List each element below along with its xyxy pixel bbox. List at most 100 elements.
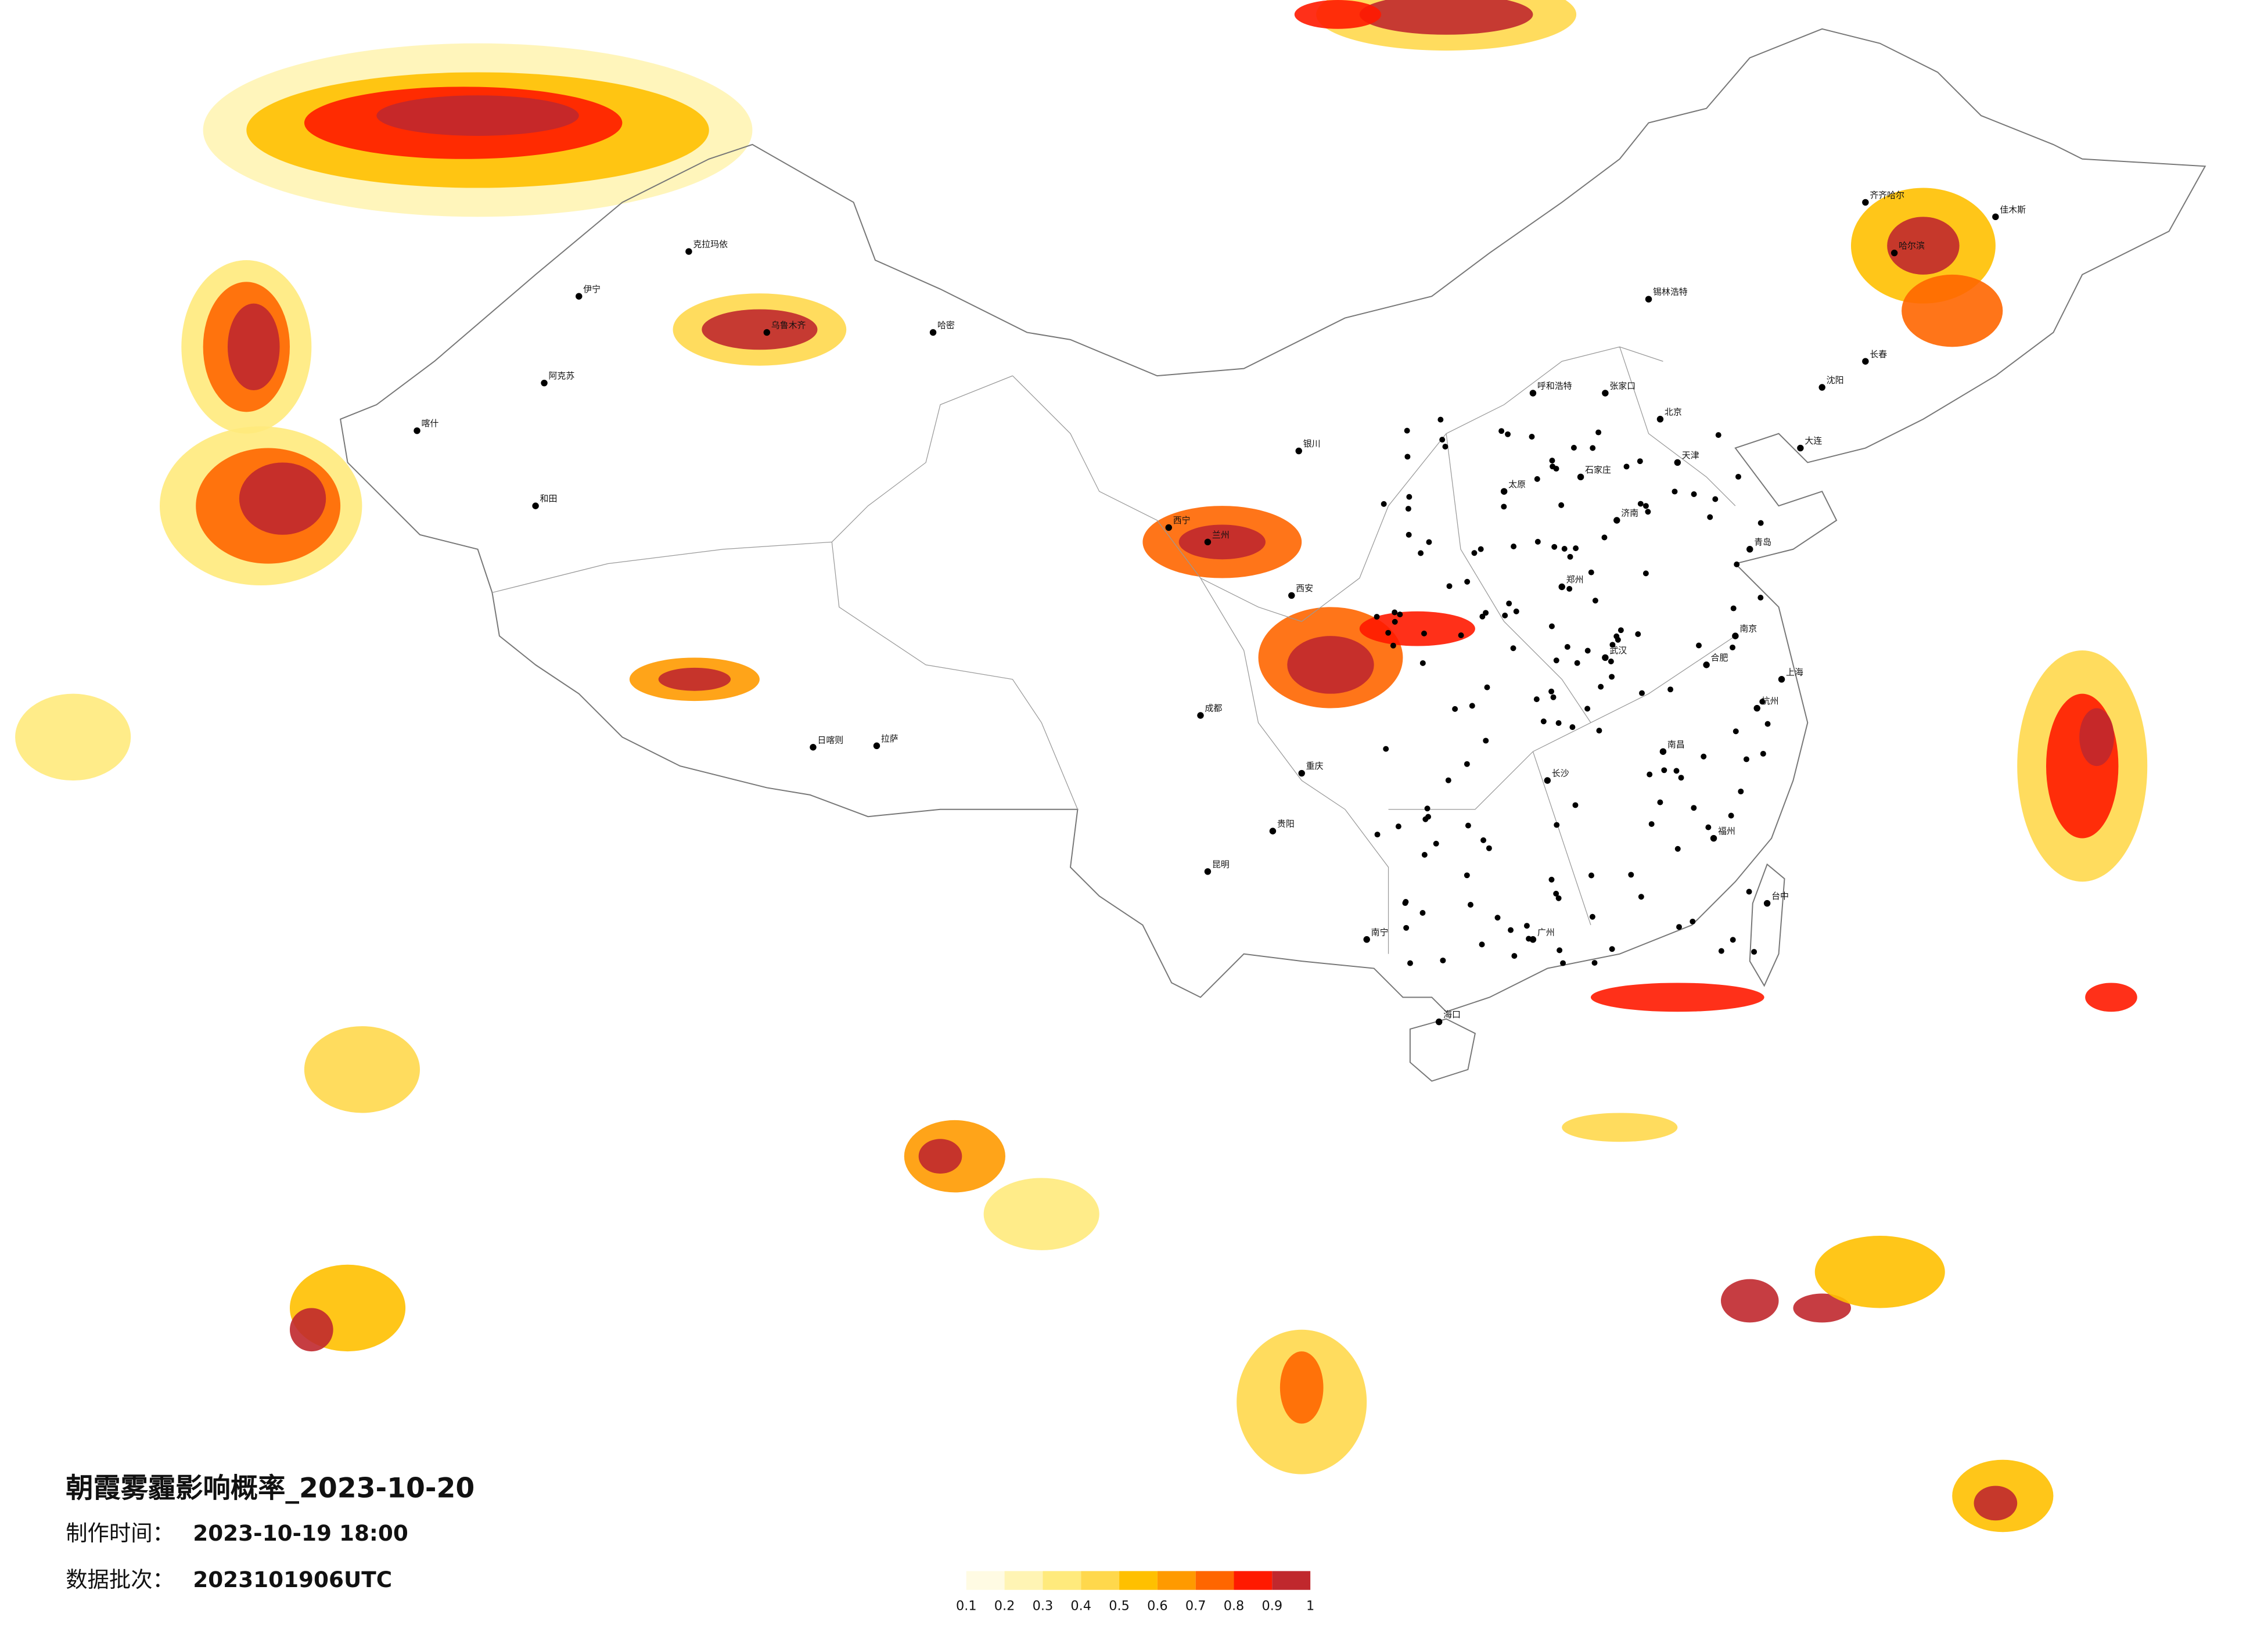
station-dot — [1471, 550, 1478, 556]
city-label: 阿克苏 — [549, 370, 575, 381]
city-dot — [1656, 416, 1664, 423]
station-dot — [1479, 613, 1486, 620]
city-dot — [929, 329, 937, 336]
city-label: 拉萨 — [881, 733, 898, 744]
station-dot — [1406, 531, 1412, 538]
station-dot — [1574, 660, 1580, 666]
station-dot — [1421, 630, 1427, 636]
station-dot — [1564, 643, 1570, 650]
city-label: 青岛 — [1754, 537, 1771, 547]
city-dot — [1703, 661, 1710, 668]
probability-area — [1294, 0, 1382, 29]
city-dot — [1710, 834, 1717, 842]
station-dot — [1480, 837, 1487, 843]
station-dot — [1402, 900, 1408, 906]
city-label: 海口 — [1443, 1009, 1461, 1020]
station-dot — [1419, 910, 1426, 916]
station-dot — [1701, 753, 1707, 760]
station-dot — [1404, 454, 1411, 460]
station-dot — [1730, 644, 1736, 650]
legend-tick-label: 0.1 — [956, 1599, 977, 1614]
station-dot — [1534, 476, 1540, 482]
station-dot — [1505, 431, 1511, 437]
city-label: 南宁 — [1371, 927, 1389, 937]
city-label: 天津 — [1682, 450, 1699, 461]
legend: 0.1 0.2 0.3 0.4 0.5 0.6 0.7 0.8 0.9 1 — [956, 1571, 1314, 1614]
legend-tick-label: 0.6 — [1147, 1599, 1168, 1614]
production-time: 2023-10-19 18:00 — [193, 1520, 408, 1546]
legend-tick-label: 0.5 — [1109, 1599, 1130, 1614]
station-dot — [1553, 890, 1559, 897]
station-dot — [1573, 545, 1579, 552]
station-dot — [1513, 608, 1519, 614]
station-dot — [1433, 840, 1439, 847]
city-dot — [1992, 213, 1999, 221]
station-dot — [1678, 775, 1684, 781]
city-dot — [1746, 546, 1753, 553]
city-dot — [1862, 358, 1869, 365]
city-label: 合肥 — [1711, 652, 1728, 663]
station-dot — [1647, 771, 1653, 778]
probability-area — [1562, 1113, 1678, 1142]
station-dot — [1730, 605, 1737, 611]
station-dot — [1642, 570, 1649, 577]
station-dot — [1718, 948, 1724, 954]
probability-area — [239, 462, 326, 535]
city-label: 石家庄 — [1585, 465, 1611, 475]
station-dot — [1397, 611, 1403, 618]
city-dot — [1763, 900, 1771, 907]
station-dot — [1592, 598, 1598, 604]
station-dot — [1502, 612, 1508, 618]
station-dot — [1406, 494, 1412, 500]
legend-swatch — [1195, 1571, 1234, 1590]
station-dot — [1712, 496, 1719, 502]
city-dot — [1165, 524, 1172, 531]
city-dot — [810, 744, 817, 751]
city-label: 成都 — [1205, 703, 1222, 714]
probability-area — [1902, 274, 2003, 347]
station-dot — [1550, 463, 1556, 470]
city-dot — [1529, 390, 1537, 397]
station-dot — [1696, 642, 1702, 649]
city-label: 乌鲁木齐 — [771, 320, 806, 330]
station-dot — [1551, 544, 1558, 550]
city-dot — [873, 742, 880, 749]
station-dot — [1442, 444, 1448, 450]
station-dot — [1498, 428, 1505, 434]
probability-area — [983, 1178, 1099, 1250]
city-dot — [1613, 517, 1620, 524]
station-dot — [1598, 684, 1604, 690]
station-dot — [1511, 953, 1518, 959]
city-label: 锡林浩特 — [1653, 287, 1688, 297]
city-dot — [1558, 583, 1565, 591]
station-dot — [1452, 706, 1458, 712]
station-dot — [1595, 429, 1602, 436]
station-dot — [1760, 750, 1766, 757]
station-dot — [1418, 550, 1424, 556]
probability-area — [1590, 983, 1764, 1012]
city-label: 哈尔滨 — [1899, 240, 1925, 251]
station-dot — [1715, 432, 1721, 438]
station-dot — [1735, 473, 1741, 480]
city-dot — [1753, 704, 1760, 712]
probability-area — [15, 693, 131, 780]
city-dot — [1797, 444, 1804, 452]
station-dot — [1390, 642, 1396, 649]
station-dot — [1548, 623, 1555, 629]
city-dot — [685, 248, 692, 255]
probability-area — [1287, 636, 1374, 694]
station-dot — [1569, 724, 1576, 731]
station-dot — [1424, 805, 1430, 812]
city-dot — [1544, 777, 1551, 784]
city-label: 长春 — [1870, 349, 1887, 359]
station-dot — [1567, 553, 1573, 560]
station-dot — [1618, 627, 1624, 634]
station-dot — [1464, 872, 1470, 879]
city-label: 和田 — [540, 494, 558, 504]
station-dot — [1561, 546, 1568, 552]
station-dot — [1483, 610, 1489, 616]
probability-area — [702, 309, 818, 350]
station-dot — [1404, 427, 1410, 434]
station-dot — [1478, 546, 1484, 552]
